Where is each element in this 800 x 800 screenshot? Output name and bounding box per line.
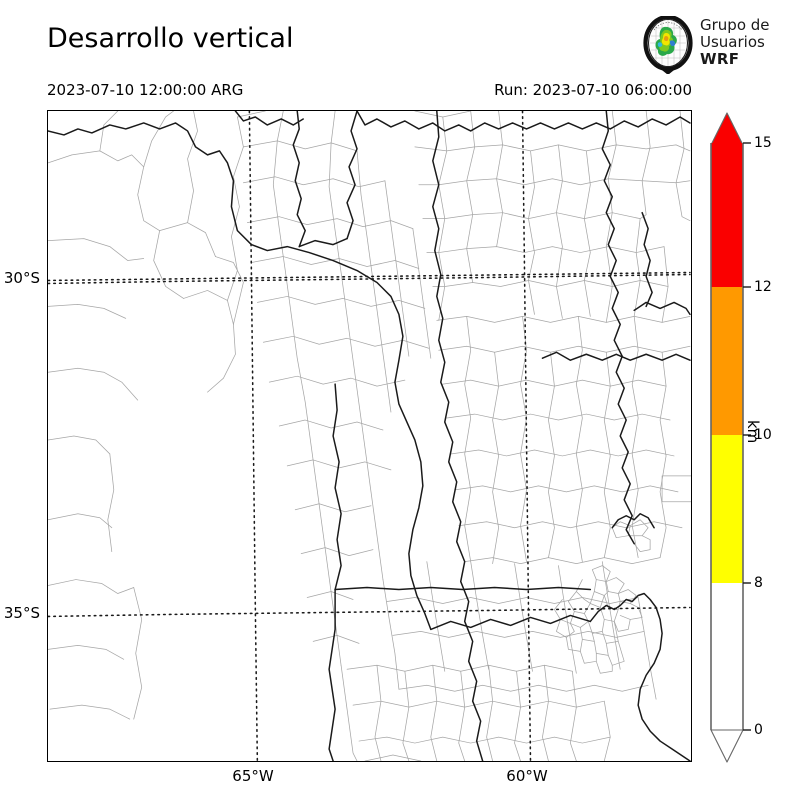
lat-tick-30S: 30°S — [3, 269, 40, 287]
colorbar-label-8: 8 — [754, 575, 763, 591]
valid-time-label: 2023-07-10 12:00:00 ARG — [47, 81, 244, 99]
colorbar-segment-10-12 — [711, 287, 743, 435]
colorbar-label-12: 12 — [754, 279, 772, 295]
colorbar-outline — [710, 143, 744, 730]
colorbar-ticks — [743, 142, 751, 731]
colorbar-under-arrow — [710, 729, 744, 763]
graticule-lat-30 — [48, 273, 691, 285]
colorbar-segment-12-15 — [711, 143, 743, 287]
colorbar-over-arrow — [710, 112, 744, 146]
colorbar-label-10: 10 — [754, 427, 772, 443]
colorbar-segment-8-10 — [711, 435, 743, 583]
map-vector-layer — [48, 111, 691, 761]
graticule-lon-60 — [521, 111, 532, 761]
department-boundaries — [48, 111, 691, 761]
lon-tick-65W: 65°W — [232, 767, 274, 785]
colorbar-label-0: 0 — [754, 722, 763, 738]
province-boundaries — [48, 111, 691, 761]
lon-tick-60W: 60°W — [506, 767, 548, 785]
graticule-lat-35 — [48, 606, 691, 618]
lat-tick-35S: 35°S — [3, 604, 40, 622]
colorbar-label-15: 15 — [754, 135, 772, 151]
graticule — [48, 271, 691, 282]
run-time-label: Run: 2023-07-10 06:00:00 — [494, 81, 692, 99]
colorbar-unit-label: km — [744, 420, 762, 444]
colorbar-graphic — [710, 112, 751, 763]
logo-line-1: Grupo de — [700, 16, 770, 34]
logo-line-2: Usuarios — [700, 33, 765, 51]
logo-line-wrf: WRF — [700, 50, 740, 68]
page-title: Desarrollo vertical — [47, 23, 294, 54]
colorbar-segment-0-8 — [711, 583, 743, 730]
wrf-globe-emblem-icon — [643, 16, 693, 74]
colorbar[interactable]: 15 12 10 8 0 — [700, 105, 800, 775]
wrf-user-group-logo: Grupo de Usuarios WRF — [640, 16, 792, 74]
graticule-lon-65 — [248, 111, 259, 761]
map-canvas[interactable] — [47, 110, 692, 762]
logo-text: Grupo de Usuarios WRF — [700, 17, 770, 68]
graticule-lines — [48, 111, 691, 761]
